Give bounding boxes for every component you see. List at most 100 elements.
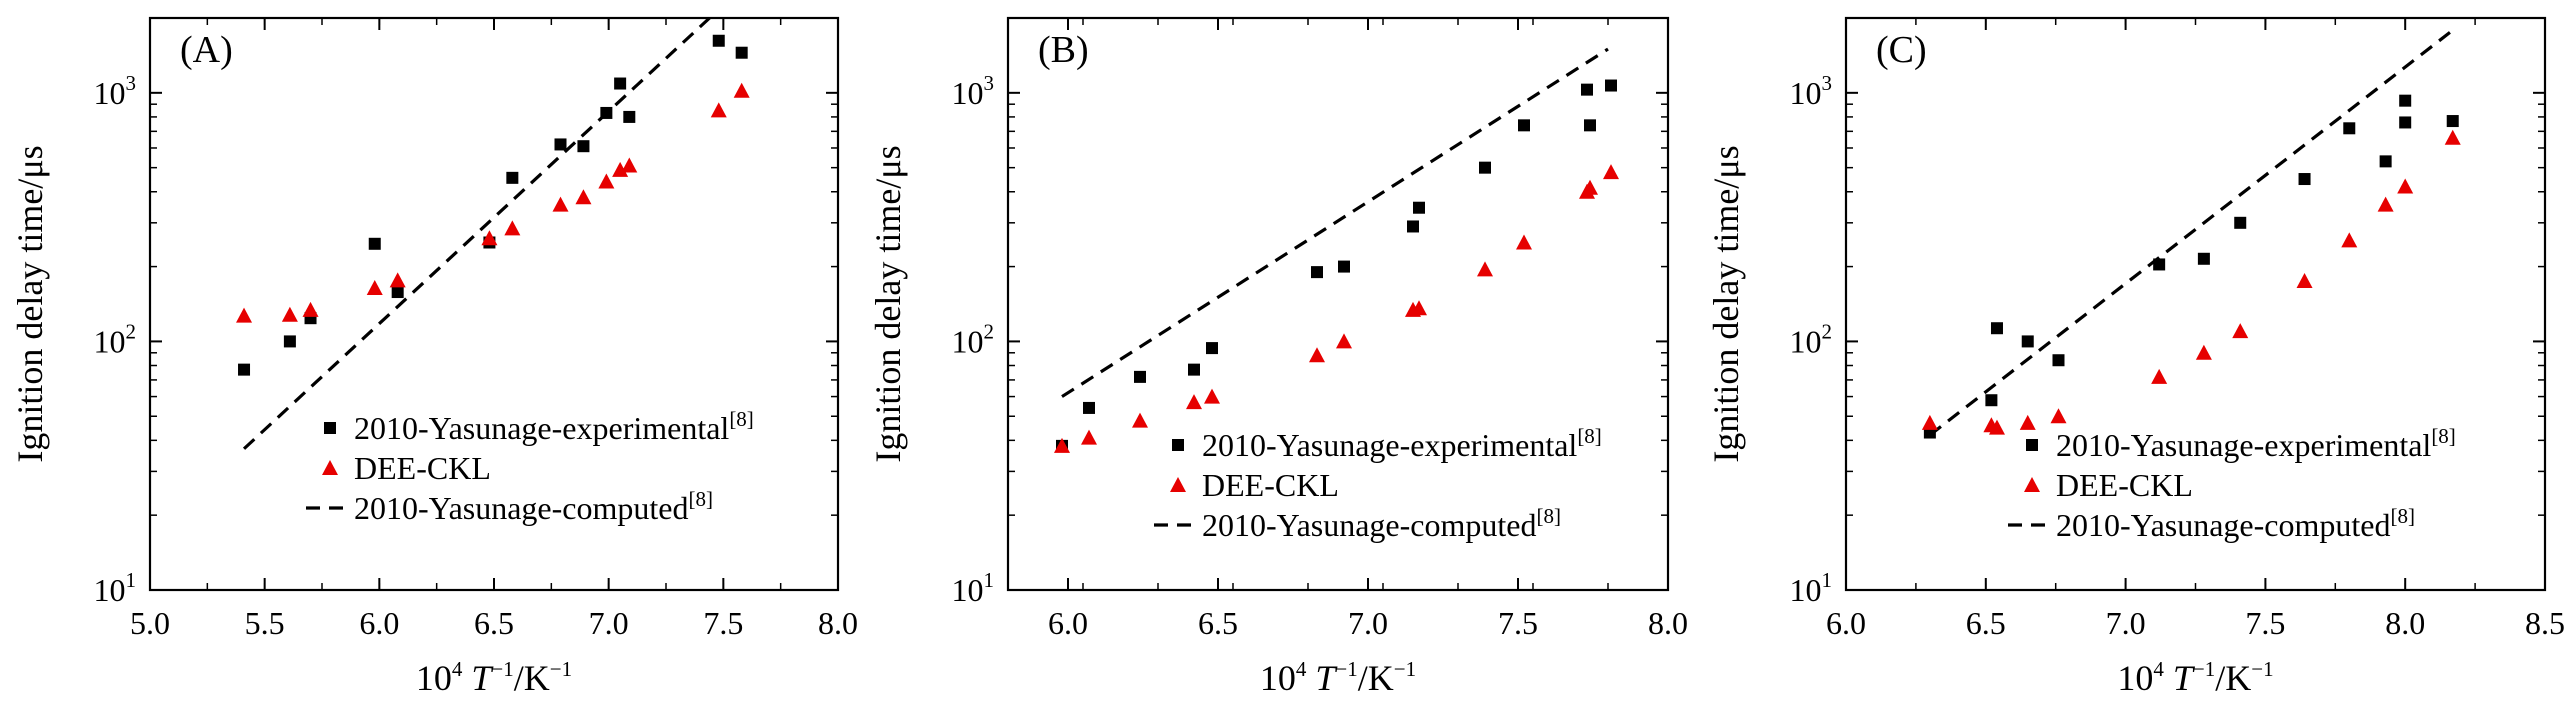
x-tick-label: 7.0 <box>2106 605 2146 641</box>
panel-label: (C) <box>1876 29 1927 71</box>
dee-ckl-point <box>236 307 253 323</box>
x-tick-label: 6.0 <box>1048 605 1088 641</box>
x-axis-label: 104 T−1/K−1 <box>416 657 572 698</box>
dee-ckl-point <box>1988 419 2005 435</box>
y-tick-label: 103 <box>1790 71 1833 111</box>
y-axis-label: Ignition delay time/μs <box>868 145 908 462</box>
experimental-point <box>1584 119 1596 132</box>
legend: 2010-Yasunage-experimental[8] DEE-CKL2010… <box>306 407 754 526</box>
dee-ckl-point <box>1081 429 1097 445</box>
legend-triangle-icon <box>2024 477 2040 492</box>
dee-ckl-point <box>621 157 638 173</box>
y-axis-label: Ignition delay time/μs <box>10 145 50 462</box>
dee-ckl-point <box>1336 333 1352 349</box>
x-tick-label: 8.0 <box>818 605 858 641</box>
dee-ckl-point <box>552 196 569 212</box>
y-tick-label: 101 <box>1790 568 1833 608</box>
legend: 2010-Yasunage-experimental[8] DEE-CKL2010… <box>2008 424 2456 543</box>
dee-ckl-point <box>710 102 727 118</box>
legend-triangle-icon <box>1170 477 1186 492</box>
dee-ckl-point <box>1411 300 1427 316</box>
experimental-point <box>283 335 296 348</box>
experimental-point <box>238 363 251 376</box>
y-tick-label: 103 <box>952 71 995 111</box>
dee-ckl-point <box>2050 408 2067 424</box>
dee-ckl-point <box>481 230 498 246</box>
legend: 2010-Yasunage-experimental[8] DEE-CKL2010… <box>1154 424 1602 543</box>
x-axis-label: 104 T−1/K−1 <box>1260 657 1416 698</box>
panel-label: (A) <box>180 29 233 71</box>
experimental-point <box>623 110 636 123</box>
x-tick-label: 5.0 <box>130 605 170 641</box>
x-tick-label: 6.5 <box>1966 605 2006 641</box>
chart-panel-b: 6.0 6.5 7.0 7.5 8.0 101 102 103 (B) Ignition dela… <box>868 16 1688 698</box>
legend-entry: DEE-CKL <box>354 450 491 486</box>
dee-ckl-point <box>2377 196 2394 212</box>
dee-ckl-point <box>2151 368 2168 384</box>
experimental-point <box>1985 394 1998 407</box>
dee-ckl-point <box>1204 388 1220 404</box>
x-tick-label: 5.5 <box>245 605 285 641</box>
experimental-point <box>1338 260 1350 273</box>
dee-ckl-point <box>575 189 592 205</box>
experimental-point <box>1581 83 1593 96</box>
legend-entry: 2010-Yasunage-experimental[8] <box>354 407 754 446</box>
experimental-point <box>2298 173 2311 186</box>
dee-ckl-point <box>1603 164 1619 180</box>
x-tick-label: 6.5 <box>474 605 514 641</box>
x-tick-label: 8.0 <box>1648 605 1688 641</box>
dee-ckl-point <box>389 272 406 288</box>
dee-ckl-point <box>1186 394 1202 410</box>
experimental-point <box>368 237 381 250</box>
x-tick-label: 7.5 <box>1498 605 1538 641</box>
y-tick-label: 102 <box>952 319 995 359</box>
experimental-point <box>1479 161 1491 174</box>
dee-ckl-point <box>733 82 750 98</box>
dee-ckl-point <box>302 301 319 317</box>
x-tick-label: 7.5 <box>703 605 743 641</box>
legend-triangle-icon <box>322 460 338 475</box>
experimental-point <box>1407 220 1419 233</box>
experimental-point <box>2399 116 2412 129</box>
dee-ckl-point <box>1921 414 1938 430</box>
experimental-point <box>1188 363 1200 376</box>
experimental-point <box>391 286 404 299</box>
y-tick-label: 101 <box>94 568 137 608</box>
y-tick-label: 103 <box>94 71 137 111</box>
experimental-point <box>2052 354 2065 367</box>
dee-ckl-point <box>281 306 298 322</box>
x-tick-label: 7.0 <box>589 605 629 641</box>
experimental-point <box>2343 122 2356 135</box>
dee-ckl-point <box>1582 179 1598 195</box>
legend-entry: 2010-Yasunage-computed[8] <box>1202 504 1561 543</box>
experimental-point <box>600 106 613 119</box>
experimental-point <box>577 140 590 153</box>
dee-ckl-point <box>1132 412 1148 428</box>
dee-ckl-point <box>504 220 521 236</box>
dee-ckl-point <box>1477 261 1493 277</box>
experimental-point <box>2379 155 2392 168</box>
experimental-point <box>506 171 519 184</box>
computed-dashed-line <box>1061 47 1609 398</box>
experimental-point <box>2399 94 2412 107</box>
legend-entry: 2010-Yasunage-computed[8] <box>2056 504 2415 543</box>
experimental-point <box>1413 201 1425 214</box>
legend-entry: 2010-Yasunage-experimental[8] <box>1202 424 1602 463</box>
computed-dashed-line <box>1928 31 2451 437</box>
y-tick-label: 102 <box>94 319 137 359</box>
experimental-point <box>614 77 627 90</box>
experimental-point <box>1311 266 1323 279</box>
dee-ckl-point <box>2019 414 2036 430</box>
dee-ckl-point <box>2397 178 2414 194</box>
experimental-point <box>2446 115 2459 128</box>
legend-entry: 2010-Yasunage-experimental[8] <box>2056 424 2456 463</box>
legend-square-icon <box>324 422 336 434</box>
legend-square-icon <box>1172 439 1184 451</box>
experimental-point <box>1134 370 1146 383</box>
dee-ckl-point <box>366 280 383 296</box>
experimental-point <box>1083 401 1095 414</box>
dee-ckl-point <box>1309 347 1325 363</box>
y-tick-label: 101 <box>952 568 995 608</box>
chart-panel-a: 5.0 5.5 6.0 6.5 7.0 7.5 8.0 101 102 103 (A) Ignitio… <box>10 16 858 698</box>
